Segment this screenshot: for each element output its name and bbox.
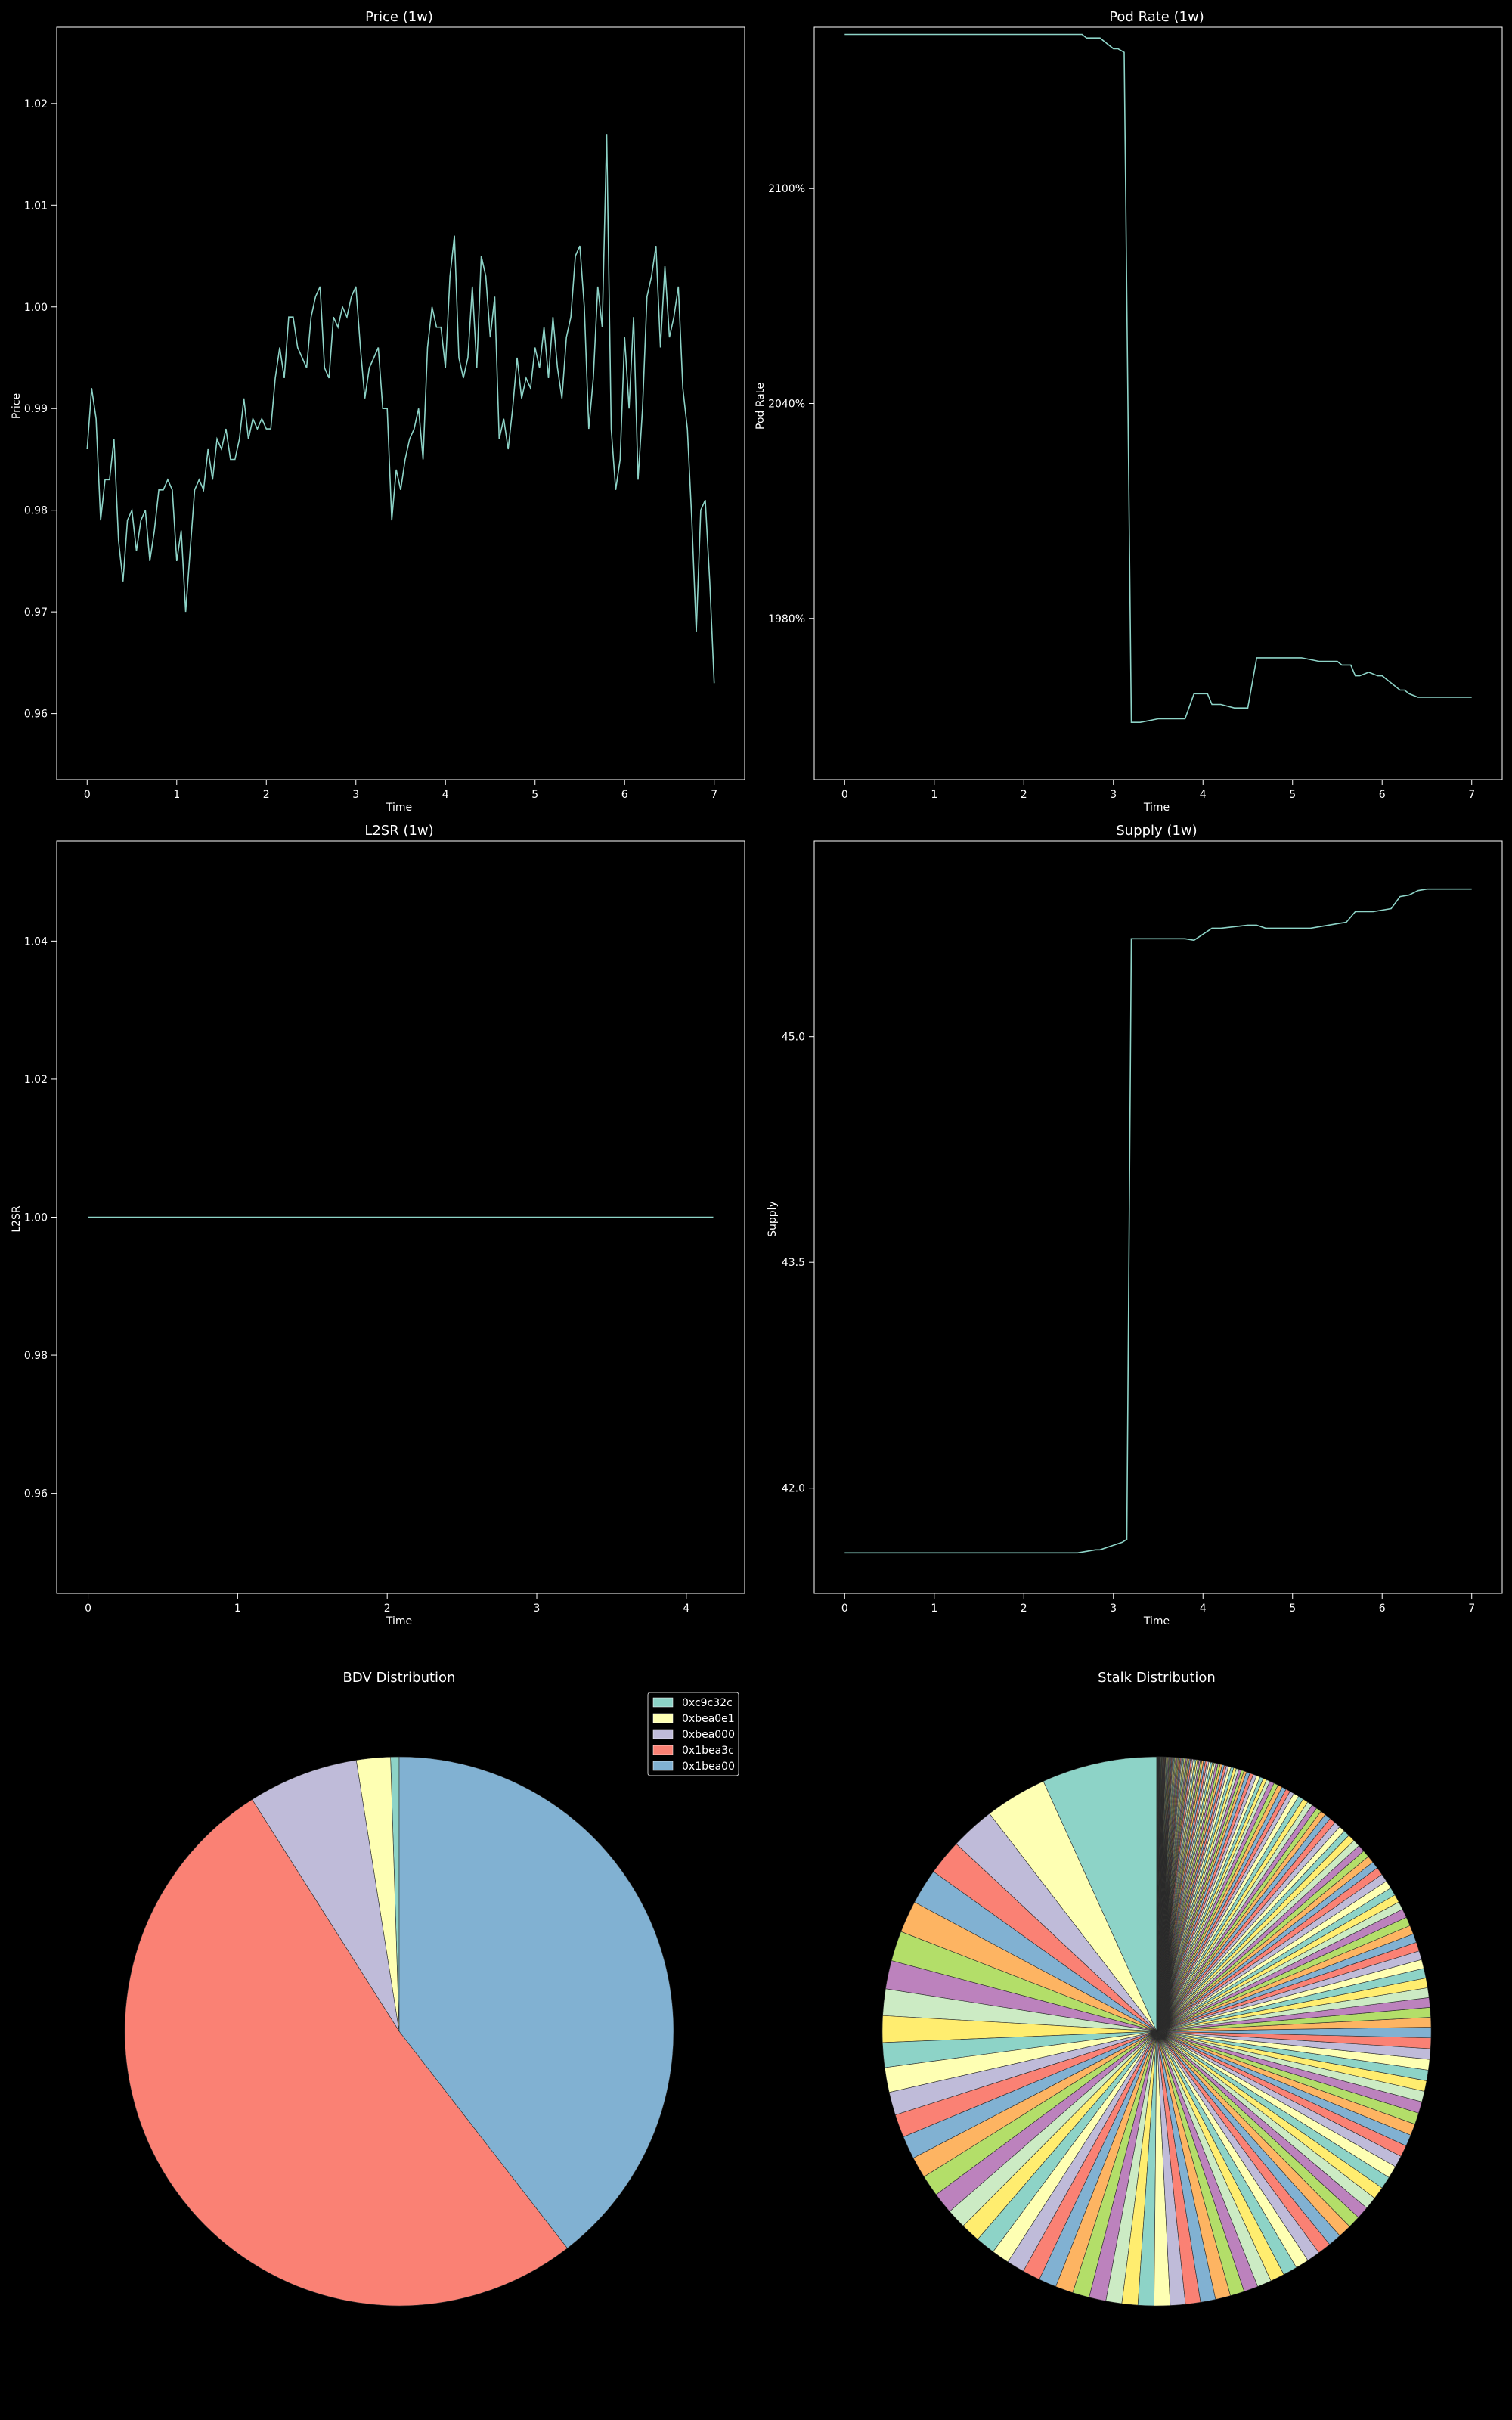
x-tick-label: 5: [1289, 1602, 1296, 1615]
l2sr-chart: L2SR (1w) Time L2SR 0 1 2 3 4 0.96 0.98 1.00 1.0…: [11, 823, 745, 1627]
x-tick-label: 4: [442, 789, 449, 801]
x-tick-label: 3: [1110, 1602, 1117, 1615]
x-tick-label: 3: [352, 789, 359, 801]
pod-rate-chart-ylabel: Pod Rate: [754, 383, 767, 430]
x-tick-label: 2: [263, 789, 270, 801]
l2sr-chart-title: L2SR (1w): [364, 823, 433, 839]
legend-frame: [647, 1692, 739, 1776]
x-tick-label: 1: [931, 789, 937, 801]
y-tick-label: 0.97: [24, 607, 48, 619]
y-tick-label: 1.02: [24, 98, 48, 110]
pod-rate-chart-ticks: 0 1 2 3 4 5 6 7 1980% 2040% 2100%: [768, 183, 1475, 801]
y-tick-label: 0.98: [24, 505, 48, 517]
supply-chart-axes-frame: [813, 840, 1503, 1594]
price-chart: Price (1w) Time Price 0 1 2 3 4 5 6 7 0.96 0.97 0.…: [11, 9, 745, 814]
bdv-distribution-slices: [124, 1756, 674, 2307]
legend-swatch-0xbea0e1: [652, 1713, 674, 1723]
legend-label-0xbea0e1: 0xbea0e1: [682, 1713, 735, 1725]
bdv-distribution-legend: 0xc9c32c 0xbea0e1 0xbea000 0x1bea3c 0x1b…: [647, 1692, 739, 1776]
x-tick-label: 0: [841, 789, 848, 801]
x-tick-label: 0: [85, 1602, 91, 1615]
legend-label-0x1bea00: 0x1bea00: [682, 1761, 735, 1773]
l2sr-chart-ylabel: L2SR: [11, 1205, 23, 1233]
legend-label-0xbea000: 0xbea000: [682, 1729, 735, 1741]
y-tick-label: 2040%: [768, 399, 805, 411]
bdv-distribution-title: BDV Distribution: [343, 1670, 456, 1686]
x-tick-label: 3: [534, 1602, 541, 1615]
y-tick-label: 1.01: [24, 200, 48, 212]
stalk-distribution-title: Stalk Distribution: [1098, 1670, 1216, 1686]
x-tick-label: 1: [173, 789, 180, 801]
legend-swatch-0xc9c32c: [652, 1697, 674, 1708]
legend-swatch-0xbea000: [652, 1729, 674, 1739]
x-tick-label: 7: [711, 789, 717, 801]
stalk-distribution-pie: Stalk Distribution: [881, 1670, 1432, 2307]
legend-label-0x1bea3c: 0x1bea3c: [682, 1745, 734, 1757]
x-tick-label: 4: [1200, 789, 1207, 801]
x-tick-label: 4: [1200, 1602, 1207, 1615]
x-tick-label: 2: [1021, 1602, 1027, 1615]
x-tick-label: 5: [1289, 789, 1296, 801]
price-chart-ylabel: Price: [11, 393, 23, 419]
price-chart-axes-frame: [56, 26, 745, 780]
pod-rate-chart: Pod Rate (1w) Time Pod Rate 0 1 2 3 4 5 6 7 1980…: [754, 9, 1503, 814]
x-tick-label: 3: [1110, 789, 1117, 801]
l2sr-chart-ticks: 0 1 2 3 4 0.96 0.98 1.00 1.02 1.04: [24, 935, 690, 1615]
y-tick-label: 1980%: [768, 613, 805, 625]
y-tick-label: 43.5: [782, 1257, 805, 1269]
x-tick-label: 7: [1468, 789, 1475, 801]
pie-slice-0x1bea00: [398, 1756, 674, 2249]
pie-slice-0x1bea3c: [124, 1799, 568, 2307]
x-tick-label: 0: [84, 789, 91, 801]
x-tick-label: 6: [621, 789, 628, 801]
pie-slice: [1043, 1756, 1157, 2032]
supply-chart-ylabel: Supply: [767, 1201, 779, 1237]
y-tick-label: 0.98: [24, 1350, 48, 1362]
pod-rate-chart-axes-frame: [813, 26, 1503, 780]
x-tick-label: 1: [931, 1602, 937, 1615]
price-chart-xlabel: Time: [386, 802, 412, 814]
price-chart-series-line: [86, 134, 715, 684]
supply-chart-xlabel: Time: [1143, 1615, 1170, 1627]
y-tick-label: 1.04: [24, 935, 48, 948]
legend-label-0xc9c32c: 0xc9c32c: [682, 1697, 733, 1709]
y-tick-label: 42.0: [782, 1483, 805, 1495]
l2sr-chart-xlabel: Time: [386, 1615, 412, 1627]
pod-rate-chart-series-line: [844, 33, 1472, 724]
x-tick-label: 2: [384, 1602, 391, 1615]
y-tick-label: 0.99: [24, 403, 48, 415]
legend-swatch-0x1bea3c: [652, 1745, 674, 1755]
x-tick-label: 4: [683, 1602, 689, 1615]
pie-slice-0xbea000: [252, 1760, 400, 2032]
y-tick-label: 45.0: [782, 1032, 805, 1044]
price-chart-title: Price (1w): [365, 9, 433, 25]
legend-swatch-0x1bea00: [652, 1761, 674, 1771]
x-tick-label: 6: [1379, 1602, 1386, 1615]
y-tick-label: 1.00: [24, 1212, 48, 1224]
supply-chart-series-line: [844, 888, 1472, 1554]
supply-chart-ticks: 0 1 2 3 4 5 6 7 42.0 43.5 45.0: [782, 1032, 1475, 1615]
y-tick-label: 0.96: [24, 709, 48, 721]
x-tick-label: 2: [1021, 789, 1027, 801]
x-tick-label: 7: [1468, 1602, 1475, 1615]
x-tick-label: 6: [1379, 789, 1386, 801]
x-tick-label: 0: [841, 1602, 848, 1615]
y-tick-label: 0.96: [24, 1488, 48, 1500]
stalk-distribution-slices: [881, 1756, 1432, 2307]
bdv-distribution-pie: BDV Distribution 0xc9c32c 0xbea0e1 0xbea…: [124, 1670, 739, 2307]
x-tick-label: 5: [531, 789, 538, 801]
x-tick-label: 1: [234, 1602, 241, 1615]
pod-rate-chart-xlabel: Time: [1143, 802, 1170, 814]
supply-chart: Supply (1w) Time Supply 0 1 2 3 4 5 6 7 42.0 43.5…: [767, 823, 1503, 1627]
y-tick-label: 1.00: [24, 302, 48, 314]
y-tick-label: 1.02: [24, 1074, 48, 1086]
y-tick-label: 2100%: [768, 183, 805, 195]
pod-rate-chart-title: Pod Rate (1w): [1109, 9, 1204, 25]
l2sr-chart-axes-frame: [56, 840, 745, 1594]
price-chart-ticks: 0 1 2 3 4 5 6 7 0.96 0.97 0.98 0.99 1.00 1.01 1.02: [24, 98, 717, 801]
supply-chart-title: Supply (1w): [1116, 823, 1197, 839]
